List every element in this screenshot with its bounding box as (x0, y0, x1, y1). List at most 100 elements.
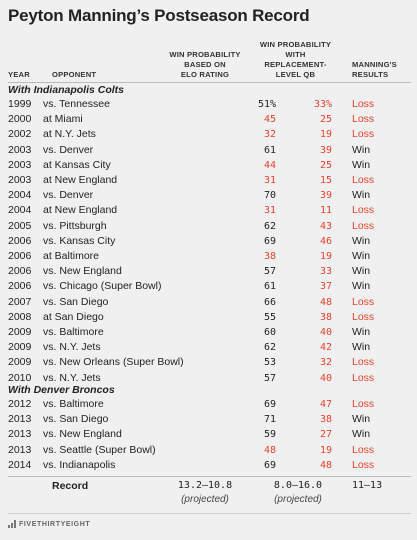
cell-result: Loss (352, 356, 375, 369)
table-row: 2014 vs. Indianapolis 69 48 Loss (0, 458, 417, 473)
cell-replacement-probability: 47 (319, 399, 332, 410)
table-row: 2010 vs. N.Y. Jets 57 40 Loss (0, 371, 417, 386)
cell-replacement-probability: 25 (319, 114, 332, 126)
cell-opponent: vs. N.Y. Jets (43, 341, 101, 354)
header-opponent: OPPONENT (52, 70, 97, 79)
cell-replacement-probability: 15 (319, 175, 332, 186)
cell-year: 2010 (8, 371, 32, 384)
table-row: 2004 vs. Denver 70 39 Win (0, 188, 417, 203)
cell-replacement-probability: 39 (319, 190, 332, 202)
table-row: 2006 at Baltimore 38 19 Win (0, 249, 417, 264)
cell-elo-probability: 59 (263, 429, 276, 441)
record-results: 11–13 (352, 480, 383, 491)
table-row: 2006 vs. New England 57 33 Win (0, 264, 417, 279)
cell-replacement-probability: 42 (319, 342, 332, 354)
cell-year: 2000 (8, 113, 32, 126)
cell-opponent: vs. Indianapolis (43, 458, 116, 471)
cell-opponent: at New England (43, 174, 118, 186)
cell-year: 2013 (8, 443, 32, 456)
cell-elo-probability: 51% (257, 99, 276, 110)
cell-elo-probability: 61 (263, 281, 276, 293)
cell-elo-probability: 55 (263, 311, 276, 323)
table-row: 1999 vs. Tennessee 51% 33% Loss (0, 97, 417, 112)
cell-replacement-probability: 38 (319, 311, 332, 323)
cell-opponent: vs. Seattle (Super Bowl) (43, 443, 156, 456)
cell-replacement-probability: 40 (319, 327, 332, 338)
cell-replacement-probability: 43 (319, 220, 332, 232)
cell-elo-probability: 70 (263, 190, 276, 202)
cell-opponent: at Baltimore (43, 250, 100, 262)
cell-opponent: vs. San Diego (43, 413, 109, 426)
cell-replacement-probability: 19 (319, 444, 332, 456)
cell-opponent: vs. New Orleans (Super Bowl) (43, 356, 184, 369)
cell-elo-probability: 38 (263, 251, 276, 262)
cell-elo-probability: 60 (263, 327, 276, 338)
cell-year: 2006 (8, 250, 32, 262)
cell-replacement-probability: 37 (319, 281, 332, 293)
cell-elo-probability: 31 (263, 205, 276, 217)
cell-opponent: vs. Kansas City (43, 234, 116, 247)
cell-result: Loss (352, 398, 375, 410)
table-row: 2013 vs. New England 59 27 Win (0, 427, 417, 442)
cell-year: 2009 (8, 326, 32, 338)
cell-elo-probability: 48 (263, 444, 276, 456)
record-elo-sub: (projected) (181, 494, 229, 505)
cell-elo-probability: 69 (263, 399, 276, 410)
record-divider (8, 476, 411, 477)
table-row: 2013 vs. San Diego 71 38 Win (0, 412, 417, 427)
footer-divider (8, 513, 411, 514)
cell-opponent: vs. Baltimore (43, 326, 104, 338)
cell-replacement-probability: 46 (319, 235, 332, 247)
record-elo: 13.2–10.8 (177, 480, 233, 491)
cell-result: Loss (352, 443, 375, 456)
cell-year: 2006 (8, 234, 32, 247)
cell-result: Win (352, 143, 371, 156)
cell-opponent: vs. Baltimore (43, 398, 104, 410)
cell-opponent: at Kansas City (43, 158, 111, 171)
cell-elo-probability: 62 (263, 342, 276, 354)
table-row: 2003 at New England 31 15 Loss (0, 173, 417, 188)
cell-elo-probability: 53 (263, 357, 276, 369)
table-row: 2004 at New England 31 11 Loss (0, 203, 417, 218)
cell-opponent: vs. Denver (43, 143, 94, 156)
cell-replacement-probability: 27 (319, 429, 332, 441)
cell-result: Loss (352, 204, 375, 217)
record-label: Record (52, 480, 89, 492)
cell-elo-probability: 66 (263, 296, 276, 308)
footer-brand: FIVETHIRTYEIGHT (8, 520, 90, 528)
cell-result: Win (352, 341, 371, 354)
record-replacement-sub: (projected) (274, 494, 322, 505)
cell-elo-probability: 61 (263, 144, 276, 156)
cell-replacement-probability: 38 (319, 414, 332, 426)
cell-elo-probability: 69 (263, 459, 276, 471)
cell-opponent: at New England (43, 204, 118, 217)
cell-result: Win (352, 326, 371, 338)
header-results: MANNING'S RESULTS (352, 60, 397, 79)
table-row: 2005 vs. Pittsburgh 62 43 Loss (0, 219, 417, 234)
cell-opponent: vs. N.Y. Jets (43, 371, 101, 384)
cell-opponent: vs. San Diego (43, 295, 109, 308)
section-broncos: With Denver Broncos (8, 384, 115, 396)
table-header: YEAR OPPONENT WIN PROBABILITY BASED ON E… (0, 40, 417, 79)
cell-year: 2004 (8, 204, 32, 217)
cell-result: Win (352, 265, 371, 278)
cell-result: Loss (352, 371, 375, 384)
cell-result: Win (352, 158, 371, 171)
table-row: 2013 vs. Seattle (Super Bowl) 48 19 Loss (0, 443, 417, 458)
table-row: 2009 vs. New Orleans (Super Bowl) 53 32 Loss (0, 355, 417, 370)
cell-year: 2003 (8, 158, 32, 171)
cell-elo-probability: 62 (263, 220, 276, 232)
table-row: 2003 at Kansas City 44 25 Win (0, 158, 417, 173)
cell-result: Loss (352, 219, 375, 232)
cell-year: 2002 (8, 128, 32, 141)
cell-result: Loss (352, 98, 375, 110)
cell-result: Win (352, 413, 371, 426)
header-year: YEAR (8, 70, 30, 79)
cell-opponent: vs. New England (43, 428, 122, 441)
cell-opponent: at Miami (43, 113, 83, 126)
header-divider (8, 82, 411, 83)
cell-year: 2004 (8, 189, 32, 202)
cell-opponent: at N.Y. Jets (43, 128, 96, 141)
cell-opponent: vs. Pittsburgh (43, 219, 107, 232)
cell-opponent: at San Diego (43, 310, 104, 323)
